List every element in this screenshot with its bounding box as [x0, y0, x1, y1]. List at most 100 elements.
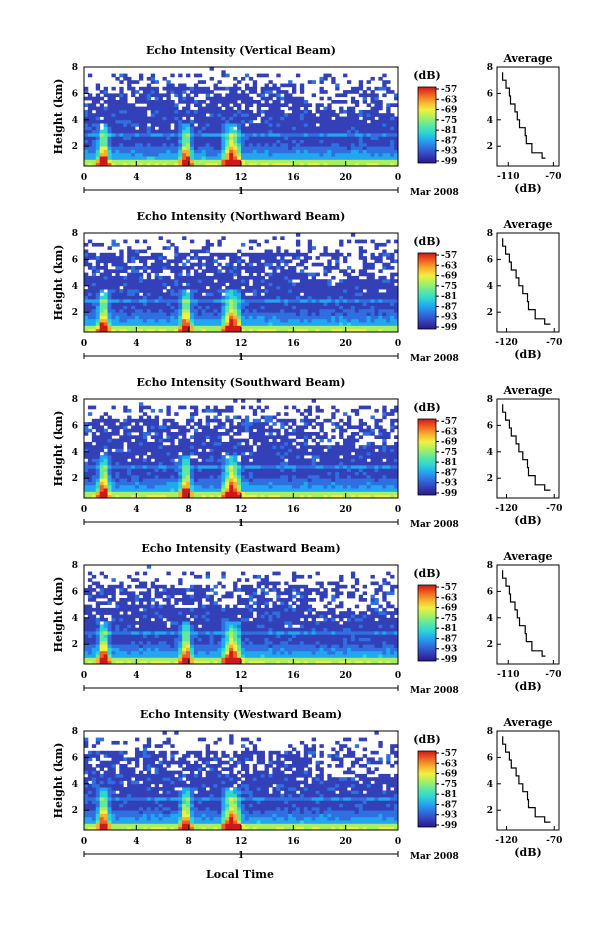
heatmap-cell [131, 295, 136, 300]
heatmap-cell [193, 308, 199, 313]
heatmap-cell [343, 259, 348, 264]
heatmap-cell [186, 123, 191, 127]
heatmap-cell [158, 308, 163, 313]
heatmap-cell [311, 152, 316, 157]
heatmap-cell [95, 113, 101, 117]
x-tick-label: 0 [81, 173, 87, 183]
heatmap-cell [84, 249, 89, 254]
heatmap-cell [390, 302, 395, 306]
heatmap-cell [170, 328, 175, 333]
heatmap-cell [386, 318, 391, 323]
heatmap-cell [197, 478, 203, 482]
heatmap-cell [217, 80, 222, 84]
heatmap-cell [193, 465, 199, 469]
heatmap-cell [366, 139, 371, 144]
heatmap-cell [350, 318, 356, 323]
heatmap-cell [335, 93, 340, 98]
heatmap-cell [307, 474, 313, 479]
heatmap-cell [95, 146, 101, 150]
heatmap-cell [288, 126, 293, 131]
heatmap-cell [146, 441, 152, 446]
heatmap-cell [248, 262, 254, 267]
heatmap-cell [115, 259, 120, 264]
heatmap-cell [84, 299, 89, 303]
heatmap-cell [217, 435, 222, 439]
heatmap-cell [248, 305, 254, 310]
heatmap-cell [84, 146, 89, 150]
heatmap-cell [95, 162, 101, 167]
heatmap-cell [107, 259, 112, 264]
heatmap-cell [229, 478, 234, 482]
heatmap-cell [244, 116, 250, 121]
heatmap-cell [292, 405, 297, 410]
heatmap-cell [217, 471, 222, 476]
heatmap-cell [131, 269, 136, 273]
heatmap-cell [115, 242, 120, 247]
heatmap-cell [315, 162, 320, 167]
heatmap-cell [299, 435, 305, 439]
heatmap-cell [115, 100, 120, 104]
heatmap-cell [99, 142, 105, 147]
heatmap-cell [350, 308, 356, 313]
heatmap-cell [221, 86, 226, 91]
heatmap-cell [193, 100, 199, 104]
heatmap-cell [268, 415, 273, 420]
heatmap-cell [142, 139, 148, 144]
heatmap-cell [111, 425, 116, 430]
heatmap-cell [346, 116, 352, 121]
heatmap-cell [331, 162, 336, 167]
heatmap-cell [123, 318, 128, 323]
heatmap-cell [95, 448, 101, 453]
heatmap-cell [303, 252, 309, 257]
heatmap-cell [327, 308, 332, 313]
heatmap-cell [201, 256, 207, 260]
heatmap-cell [252, 100, 258, 104]
heatmap-cell [138, 266, 144, 270]
heatmap-cell [256, 256, 262, 260]
heatmap-cell [154, 295, 159, 300]
heatmap-cell [186, 461, 191, 466]
heatmap-cell [99, 146, 105, 150]
heatmap-cell [284, 418, 289, 423]
heatmap-cell [162, 256, 167, 260]
heatmap-cell [84, 465, 89, 469]
heatmap-cell [186, 428, 191, 433]
heatmap-cell [248, 325, 254, 330]
heatmap-cell [87, 451, 93, 456]
heatmap-cell [276, 458, 281, 463]
heatmap-cell [107, 289, 112, 293]
heatmap-cell [374, 279, 379, 283]
heatmap-cell [276, 478, 281, 482]
heatmap-cell [107, 106, 112, 111]
heatmap-cell [268, 308, 273, 313]
heatmap-cell [87, 325, 93, 330]
heatmap-cell [154, 80, 159, 84]
heatmap-cell [213, 474, 218, 479]
heatmap-cell [331, 113, 336, 117]
heatmap-cell [272, 308, 277, 313]
heatmap-cell [115, 279, 120, 283]
heatmap-cell [87, 106, 93, 111]
heatmap-cell [158, 312, 163, 316]
heatmap-cell [382, 159, 387, 164]
heatmap-cell [201, 162, 207, 167]
heatmap-cell [229, 299, 234, 303]
heatmap-cell [170, 242, 175, 247]
average-x-tick-label: -70 [546, 338, 562, 348]
heatmap-cell [119, 162, 124, 167]
heatmap-cell [272, 285, 277, 290]
heatmap-cell [103, 256, 108, 260]
heatmap-cell [170, 445, 175, 449]
heatmap-cell [229, 262, 234, 267]
heatmap-cell [84, 86, 89, 91]
heatmap-cell [288, 113, 293, 117]
heatmap-cell [374, 315, 379, 320]
heatmap-cell [107, 481, 112, 486]
heatmap-cell [311, 116, 316, 121]
heatmap-cell [107, 246, 112, 250]
heatmap-cell [95, 318, 101, 323]
heatmap-cell [299, 432, 305, 436]
heatmap-cell [146, 149, 152, 154]
heatmap-cell [142, 451, 148, 456]
heatmap-cell [174, 139, 179, 144]
